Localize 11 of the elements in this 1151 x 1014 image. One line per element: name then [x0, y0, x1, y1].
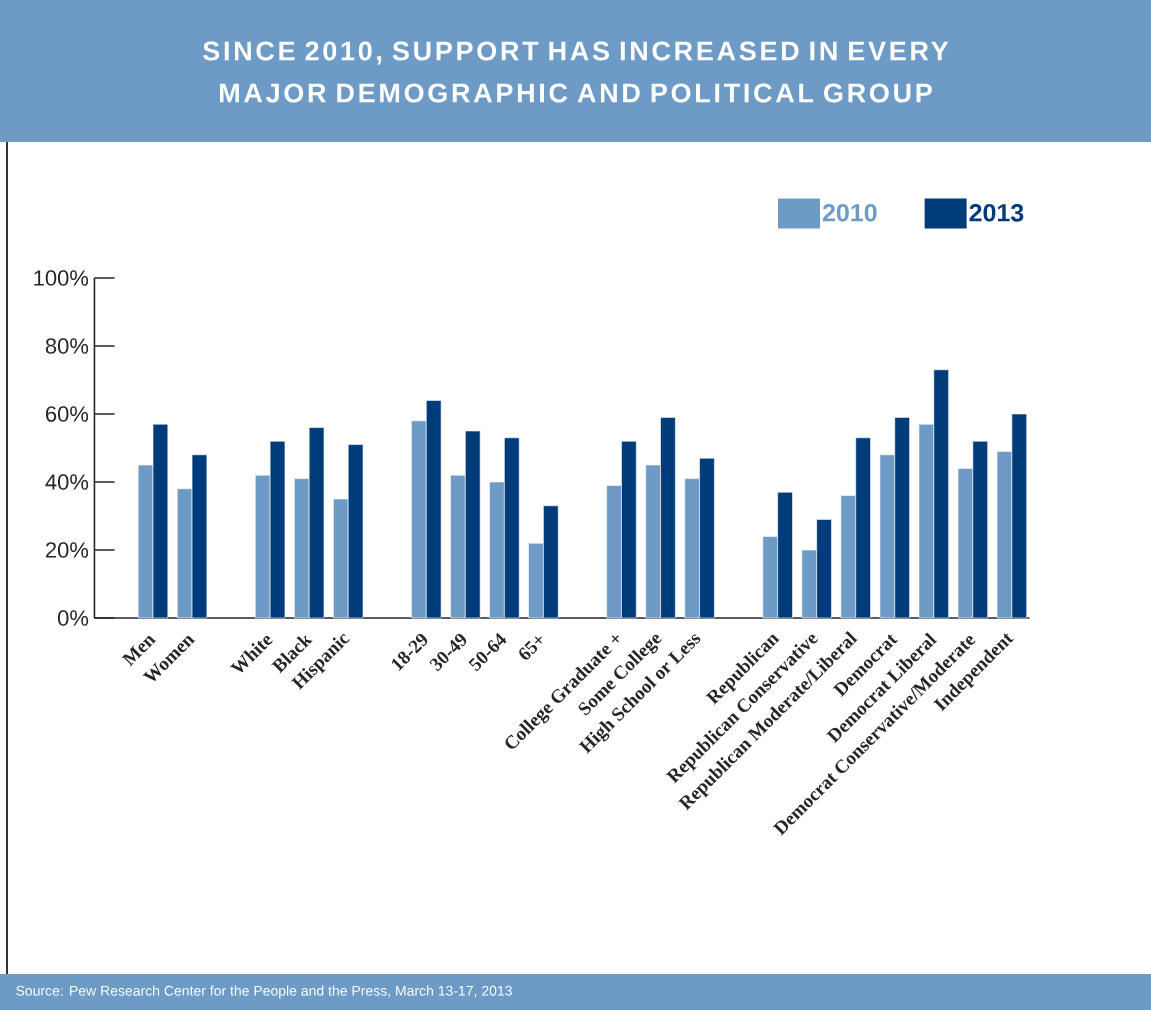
legend-label: 2013: [969, 203, 1024, 222]
y-tick-label: 20%: [46, 542, 89, 558]
legend-label: 2010: [822, 203, 877, 222]
x-tick-label: 65+: [519, 636, 543, 660]
y-tick-label: 80%: [45, 338, 89, 354]
chart-title: SINCE 2010, SUPPORT HAS INCREASED IN EVERY MAJOR DEMOGRAPHIC AND POLITICAL GROUP: [203, 41, 949, 103]
y-tick-label: 0%: [57, 610, 89, 626]
y-tick-label: 40%: [45, 474, 89, 490]
source-note: Source: Pew Research Center for the People and the Press, March 13-17, 2013: [16, 985, 512, 999]
y-tick-label: 60%: [46, 406, 89, 422]
y-tick-label: 100%: [34, 270, 89, 286]
